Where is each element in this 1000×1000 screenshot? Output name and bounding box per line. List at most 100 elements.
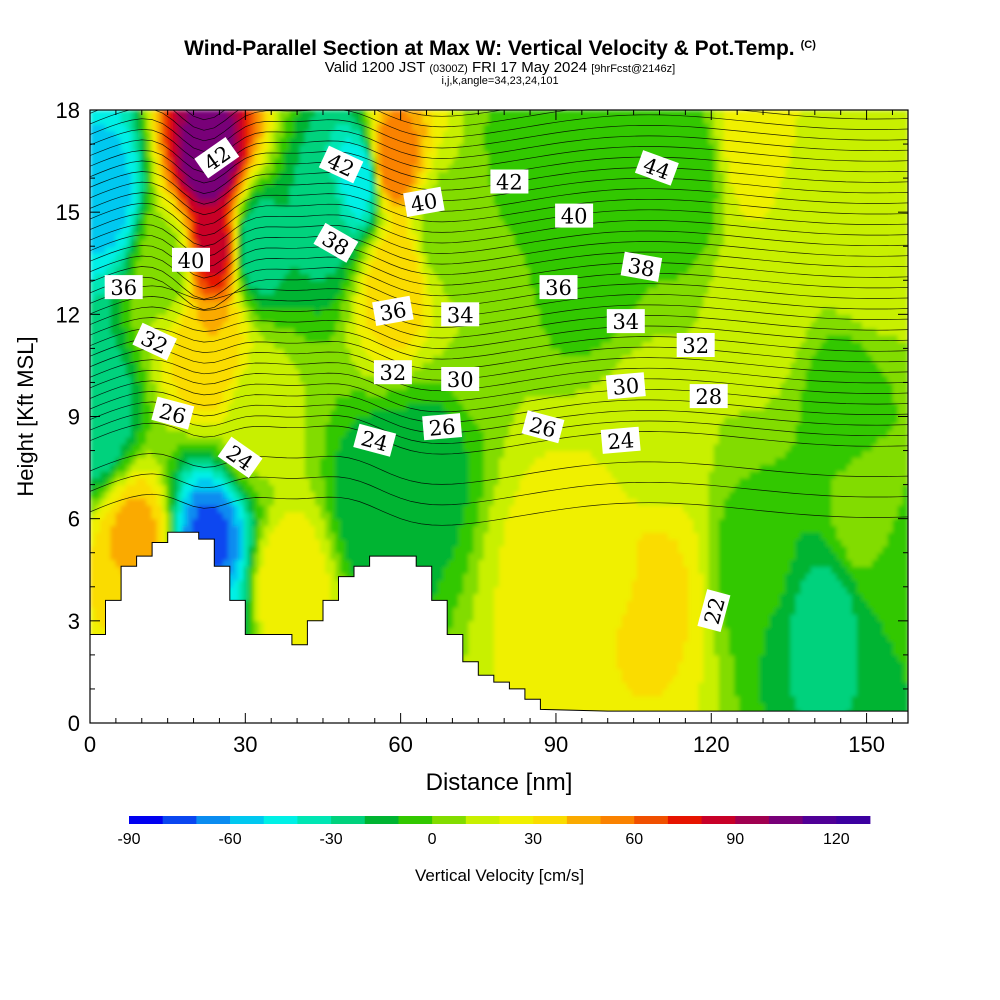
colorbar-swatch — [162, 816, 197, 824]
theta-label-text: 36 — [110, 276, 137, 300]
theta-contour-line — [90, 245, 908, 279]
colorbar-swatch — [499, 816, 534, 824]
theta-label: 36 — [372, 295, 414, 327]
theta-label-box — [606, 309, 645, 334]
theta-contour-line — [90, 276, 908, 311]
colorbar-tick-label: 120 — [823, 831, 850, 848]
theta-label-box — [634, 150, 679, 186]
theta-contour-line — [90, 34, 908, 67]
colorbar-swatch — [701, 816, 736, 824]
theta-label-box — [172, 247, 210, 272]
theta-contour-line — [90, 380, 908, 413]
theta-contour-line — [90, 223, 908, 258]
theta-label: 42 — [490, 169, 529, 195]
theta-label-box — [521, 410, 565, 444]
theta-label-box — [441, 367, 480, 391]
y-tick-label: 18 — [56, 98, 80, 123]
theta-label-text: 36 — [545, 276, 572, 300]
theta-contour-line — [90, 171, 908, 205]
theta-label-box — [372, 295, 414, 327]
colorbar: -90 -60 -30 0 30 60 90 120 Vertical Velocity [cm… — [117, 816, 871, 885]
theta-label-text: 30 — [612, 374, 641, 400]
theta-label-box — [403, 186, 445, 218]
colorbar-swatch — [566, 816, 601, 824]
colorbar-tick-label: 60 — [625, 831, 643, 848]
y-tick-label: 15 — [56, 200, 80, 225]
theta-label: 26 — [422, 413, 463, 441]
theta-contour-line — [90, 3, 908, 36]
colorbar-swatch — [398, 816, 433, 824]
y-tick-label: 6 — [68, 507, 80, 532]
theta-label-box — [422, 413, 463, 441]
colorbar-swatch — [297, 816, 332, 824]
chart-title: Wind-Parallel Section at Max W: Vertical… — [0, 37, 1000, 61]
theta-contour-line — [90, 401, 908, 434]
theta-label-text: 40 — [178, 249, 205, 273]
theta-label: 22 — [697, 589, 731, 633]
x-tick-label: 60 — [388, 732, 412, 757]
valid-prefix: Valid 1200 JST — [324, 59, 426, 76]
theta-label-box — [441, 302, 480, 327]
theta-label-text: 30 — [447, 368, 474, 392]
theta-label-box — [697, 589, 731, 633]
theta-contour-line — [90, 369, 908, 402]
theta-contour-line — [90, 317, 908, 349]
y-tick-label: 0 — [68, 711, 80, 736]
theta-contour-line — [90, 473, 908, 506]
theta-label-text: 34 — [447, 303, 474, 327]
theta-label: 30 — [605, 372, 646, 400]
theta-label: 30 — [441, 367, 480, 392]
colorbar-swatch — [196, 816, 231, 824]
theta-contour-line — [90, 192, 908, 226]
theta-contour-line — [90, 327, 908, 360]
colorbar-tick-label: 0 — [428, 831, 437, 848]
theta-contour-line — [90, 0, 908, 4]
colorbar-swatch — [432, 816, 467, 824]
valid-date: FRI 17 May 2024 — [472, 59, 588, 76]
theta-contour-line — [90, 0, 908, 25]
theta-label-text: 32 — [380, 361, 407, 385]
theta-label: 40 — [172, 247, 210, 273]
colorbar-swatch — [667, 816, 702, 824]
valid-utc: (0300Z) — [429, 63, 468, 75]
theta-contour-line — [90, 0, 908, 14]
theta-label-box — [555, 203, 594, 228]
colorbar-swatch — [735, 816, 770, 824]
valid-time-line: Valid 1200 JST (0300Z) FRI 17 May 2024 [… — [0, 59, 1000, 76]
theta-contour-line — [90, 255, 908, 289]
x-axis-label: Distance [nm] — [426, 769, 573, 796]
colorbar-swatch — [802, 816, 837, 824]
theta-contour-line — [90, 213, 908, 247]
theta-label: 32 — [676, 333, 715, 358]
colorbar-swatch — [600, 816, 635, 824]
theta-label: 38 — [620, 251, 663, 282]
theta-label-text: 40 — [561, 205, 588, 229]
theta-contour-line — [90, 234, 908, 268]
colorbar-swatch — [836, 816, 871, 824]
theta-label-box — [104, 275, 143, 300]
theta-label: 32 — [373, 360, 412, 385]
theta-contour-line — [90, 359, 908, 392]
theta-label: 34 — [606, 309, 645, 334]
theta-contour-line — [90, 66, 908, 99]
colorbar-swatch — [230, 816, 265, 824]
copyright-mark: (C) — [800, 39, 816, 51]
colorbar-swatch — [533, 816, 568, 824]
colorbar-tick-label: 90 — [726, 831, 744, 848]
theta-label-box — [217, 436, 263, 479]
theta-label-text: 26 — [428, 415, 457, 441]
theta-label-box — [689, 384, 728, 409]
theta-label-text: 38 — [626, 254, 656, 282]
theta-contour-line — [90, 296, 908, 328]
theta-label: 28 — [689, 384, 728, 409]
theta-contour-line — [90, 285, 908, 318]
theta-contour-line — [90, 391, 908, 423]
section-params: i,j,k,angle=34,23,24,101 — [441, 75, 559, 87]
y-tick-label: 9 — [68, 405, 80, 430]
forecast-info: [9hrFcst@2146z] — [591, 63, 676, 75]
terrain — [90, 531, 908, 723]
x-tick-label: 0 — [84, 732, 96, 757]
theta-contour-line — [90, 412, 908, 444]
